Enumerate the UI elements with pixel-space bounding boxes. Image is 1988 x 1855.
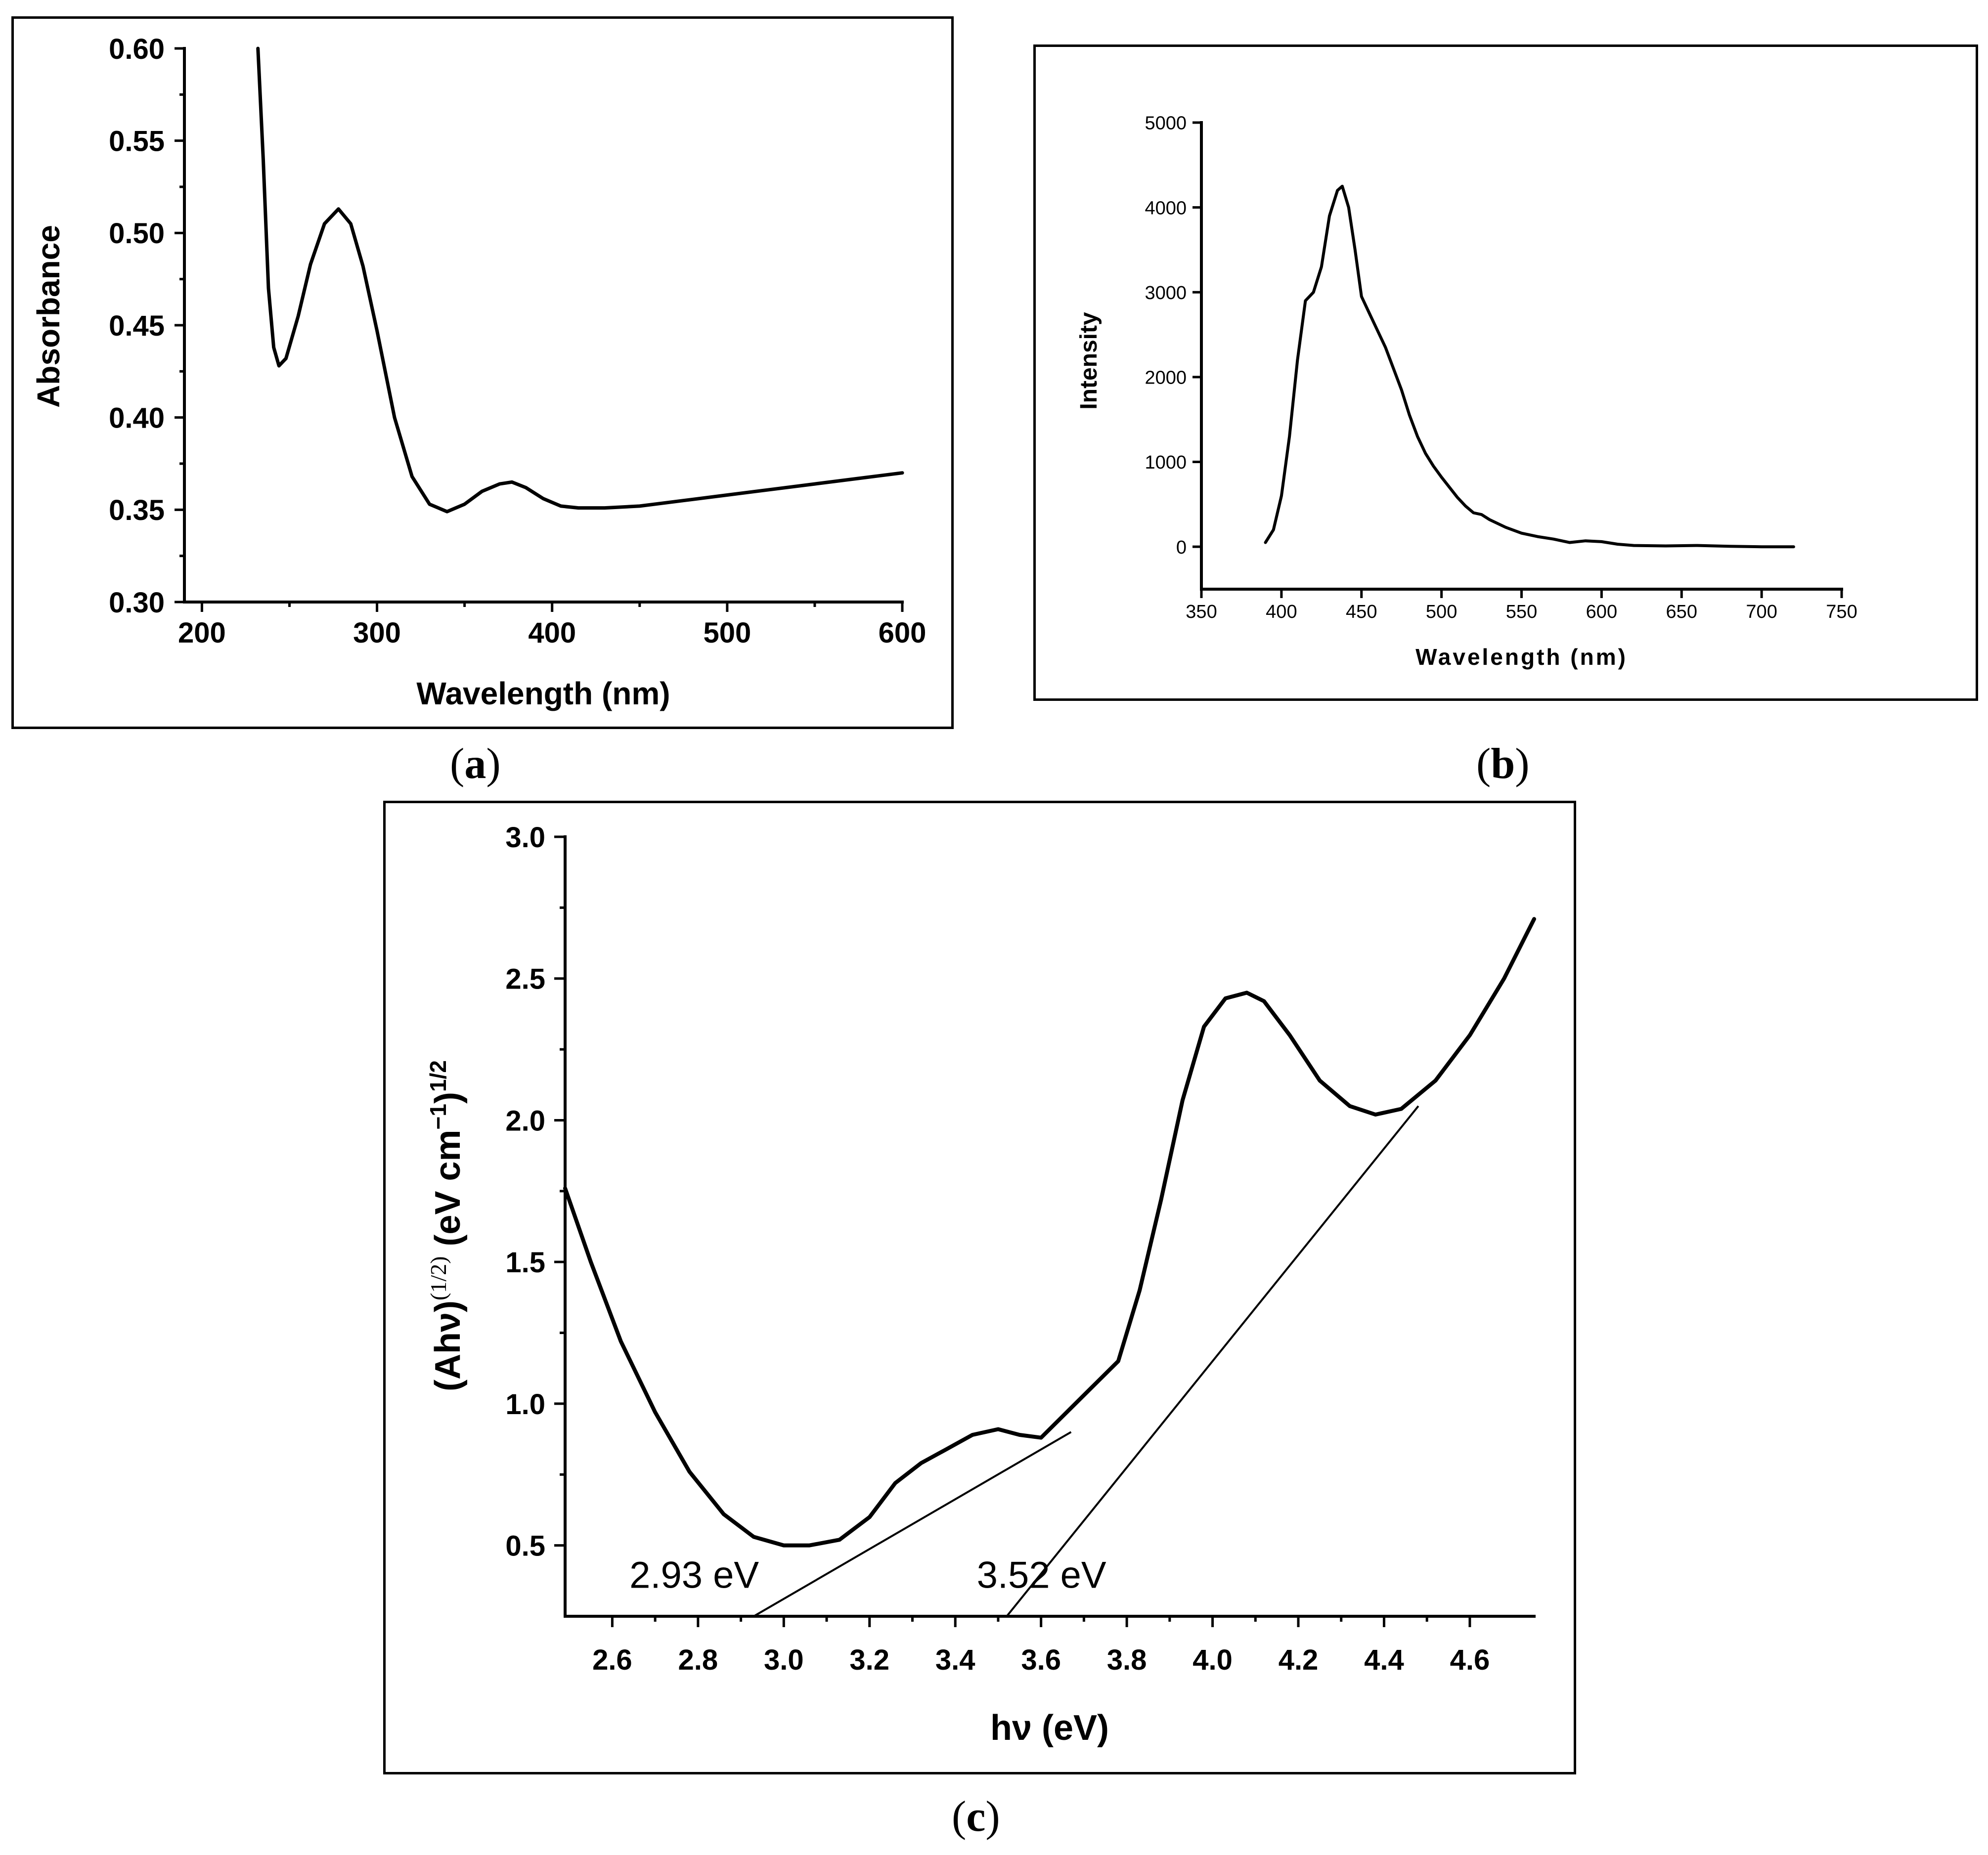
y-tick-label-c: 2.0 xyxy=(505,1105,545,1137)
x-axis-label-b: Wavelength (nm) xyxy=(1415,644,1628,670)
y-tick-label-b: 2000 xyxy=(1145,368,1187,388)
panel-c-frame xyxy=(383,801,1576,1774)
x-tick-label-c: 3.0 xyxy=(764,1644,804,1676)
x-tick-label-b: 750 xyxy=(1826,602,1857,622)
x-tick-label-c: 3.8 xyxy=(1107,1644,1147,1676)
y-axis-label-b: Intensity xyxy=(1076,312,1102,410)
y-tick-label-a: 0.40 xyxy=(109,402,165,434)
panel-c-label: (c) xyxy=(952,1793,1000,1841)
y-axis-label-part-c: (Ahν) xyxy=(428,1300,468,1391)
x-tick-label-c: 2.6 xyxy=(592,1644,632,1676)
tangent-line-c xyxy=(1006,1105,1419,1617)
y-tick-label-b: 3000 xyxy=(1145,283,1187,303)
y-tick-label-b: 1000 xyxy=(1145,452,1187,473)
x-tick-label-c: 4.4 xyxy=(1364,1644,1404,1676)
x-tick-label-c: 3.2 xyxy=(849,1644,889,1676)
y-tick-label-c: 1.5 xyxy=(505,1247,545,1279)
panel-a-frame xyxy=(11,16,954,729)
x-tick-label-b: 400 xyxy=(1266,602,1297,622)
y-axis-label-a: Absorbance xyxy=(31,225,66,408)
tangent-line-c xyxy=(753,1431,1072,1617)
x-tick-label-b: 500 xyxy=(1426,602,1457,622)
y-tick-label-a: 0.50 xyxy=(109,217,165,250)
x-tick-label-c: 3.4 xyxy=(935,1644,975,1676)
x-tick-label-a: 200 xyxy=(178,617,226,649)
annotation-c: 2.93 eV xyxy=(629,1554,759,1596)
y-axis-label-superscript-c: −1 xyxy=(425,1104,451,1129)
annotation-c: 3.52 eV xyxy=(977,1554,1106,1596)
y-axis-label-text-c: (Ahν)(1/2) (eV cm−1)1/2 xyxy=(425,1060,468,1391)
y-tick-label-c: 2.5 xyxy=(505,963,545,995)
panel-b-frame xyxy=(1033,44,1978,701)
x-tick-label-a: 300 xyxy=(353,617,401,649)
x-axis-label-c: hν (eV) xyxy=(990,1708,1109,1748)
y-tick-label-a: 0.55 xyxy=(109,126,165,158)
x-tick-label-b: 700 xyxy=(1746,602,1777,622)
y-tick-label-a: 0.45 xyxy=(109,310,165,342)
y-tick-label-c: 0.5 xyxy=(505,1530,545,1562)
x-tick-label-c: 4.0 xyxy=(1193,1644,1233,1676)
x-tick-label-a: 600 xyxy=(879,617,927,649)
x-tick-label-c: 3.6 xyxy=(1021,1644,1061,1676)
x-tick-label-c: 2.8 xyxy=(678,1644,718,1676)
x-tick-label-b: 650 xyxy=(1666,602,1697,622)
x-axis-label-a: Wavelength (nm) xyxy=(416,676,670,711)
x-tick-label-b: 550 xyxy=(1506,602,1537,622)
x-tick-label-c: 4.6 xyxy=(1450,1644,1490,1676)
y-axis-label-part-c: (eV cm xyxy=(428,1129,468,1256)
x-tick-label-a: 500 xyxy=(703,617,751,649)
y-tick-label-a: 0.30 xyxy=(109,587,165,619)
y-axis-label-superscript-c: 1/2 xyxy=(425,1060,451,1092)
x-tick-label-b: 350 xyxy=(1186,602,1217,622)
y-tick-label-c: 3.0 xyxy=(505,821,545,854)
x-tick-label-b: 600 xyxy=(1586,602,1617,622)
panel-b-label: (b) xyxy=(1476,740,1530,788)
y-axis-label-part-c: ) xyxy=(428,1092,468,1104)
series-line-b xyxy=(1264,184,1795,549)
y-tick-label-b: 0 xyxy=(1176,537,1187,558)
y-tick-label-c: 1.0 xyxy=(505,1388,545,1421)
x-tick-label-c: 4.2 xyxy=(1279,1644,1319,1676)
panel-a-label: (a) xyxy=(450,740,501,788)
y-tick-label-b: 4000 xyxy=(1145,198,1187,218)
series-line-a xyxy=(256,46,904,514)
y-axis-label-c: (Ahν)(1/2) (eV cm−1)1/2 xyxy=(425,1060,468,1391)
axes-c xyxy=(564,835,1536,1618)
y-tick-label-a: 0.60 xyxy=(109,33,165,65)
series-line-c xyxy=(563,917,1536,1548)
y-tick-label-b: 5000 xyxy=(1145,113,1187,134)
y-axis-label-superscript-c: (1/2) xyxy=(426,1256,451,1300)
x-tick-label-b: 450 xyxy=(1346,602,1377,622)
y-tick-label-a: 0.35 xyxy=(109,494,165,526)
x-tick-label-a: 400 xyxy=(528,617,576,649)
